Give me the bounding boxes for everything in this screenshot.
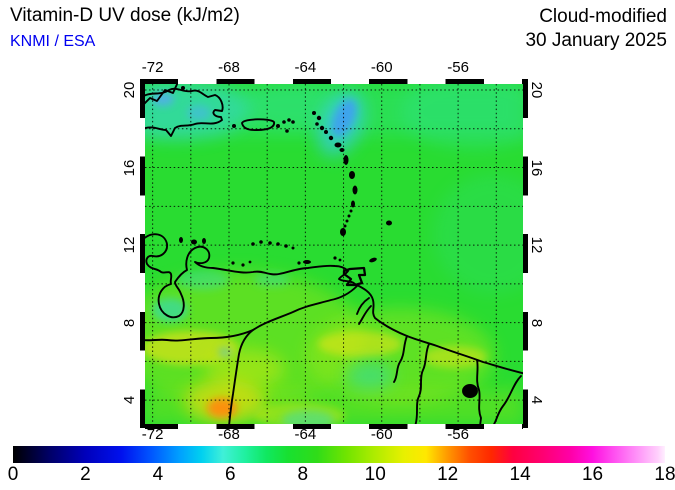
grid-lines (145, 84, 523, 424)
product-mode-label: Cloud-modified (539, 6, 667, 27)
axis-tick-label-right-4: 4 (528, 395, 545, 405)
axis-tick-label-left-4: 4 (121, 395, 138, 405)
axis-tick-label-top--56: -56 (447, 59, 469, 76)
river-delta-channel-1 (356, 297, 370, 315)
map-border-left (140, 79, 145, 429)
axis-tick-label-bottom--56: -56 (447, 426, 469, 443)
map-frame (140, 79, 528, 429)
axis-tick-label-top--64: -64 (294, 59, 317, 76)
colorbar-tick-label-2: 2 (80, 464, 91, 485)
product-date-label: 30 January 2025 (525, 30, 667, 51)
axis-tick-label-top--72: -72 (141, 59, 164, 76)
axis-tick-label-left-20: 20 (121, 81, 138, 99)
axis-tick-label-bottom--72: -72 (141, 426, 164, 443)
axis-tick-label-top--68: -68 (218, 59, 240, 76)
coastline-puerto-rico (241, 118, 275, 131)
island-loop-guiana (462, 384, 478, 398)
axis-tick-label-right-20: 20 (528, 81, 545, 99)
map-canvas (145, 84, 523, 424)
coastline-hispaniola (145, 87, 224, 137)
river-west-guyana (393, 335, 408, 383)
axis-tick-label-right-16: 16 (528, 159, 545, 176)
axis-tick-label-bottom--68: -68 (218, 426, 240, 443)
colorbar-tick-label-0: 0 (7, 464, 19, 485)
map-border-top (140, 79, 528, 84)
colorbar-tick-label-12: 12 (437, 464, 459, 485)
coastlines (145, 84, 523, 424)
coastline-trinidad (342, 266, 367, 287)
colorbar-tick-label-8: 8 (297, 464, 309, 485)
axis-tick-label-bottom--60: -60 (370, 426, 393, 443)
colorbar-tick-label-18: 18 (654, 464, 675, 485)
uv-dose-field (145, 84, 523, 424)
page-title: Vitamin-D UV dose (kJ/m2) (10, 5, 240, 26)
colorbar-tick-label-16: 16 (581, 464, 604, 485)
data-source-label: KNMI / ESA (10, 33, 96, 50)
axis-tick-label-left-12: 12 (121, 236, 138, 254)
colorbar-tick-label-10: 10 (364, 464, 386, 485)
axis-tick-label-right-12: 12 (528, 236, 545, 254)
axis-tick-label-top--60: -60 (370, 59, 393, 76)
axis-tick-label-left-16: 16 (121, 159, 138, 176)
coastline-south-america (145, 233, 523, 375)
river-delta-channel-2 (358, 305, 372, 325)
colorbar-tick-label-6: 6 (225, 464, 236, 485)
river-courantyne (476, 359, 482, 424)
river-essequibo (414, 343, 430, 424)
river-apure (145, 329, 254, 342)
axis-tick-label-right-8: 8 (528, 318, 545, 327)
map-border-bottom (140, 424, 528, 429)
axis-tick-label-left-8: 8 (121, 318, 138, 327)
coastline-top-left-fragment (145, 84, 179, 105)
uv-field-map (145, 84, 523, 424)
colorbar-tick-label-4: 4 (152, 464, 164, 485)
header-right: Cloud-modified 30 January 2025 (525, 5, 667, 53)
small-islands (179, 86, 392, 267)
river-bottom-right (493, 375, 522, 424)
colorbar (13, 446, 665, 463)
axis-tick-label-bottom--64: -64 (294, 426, 317, 443)
map-border-right (523, 79, 528, 429)
colorbar-tick-label-14: 14 (509, 464, 531, 485)
